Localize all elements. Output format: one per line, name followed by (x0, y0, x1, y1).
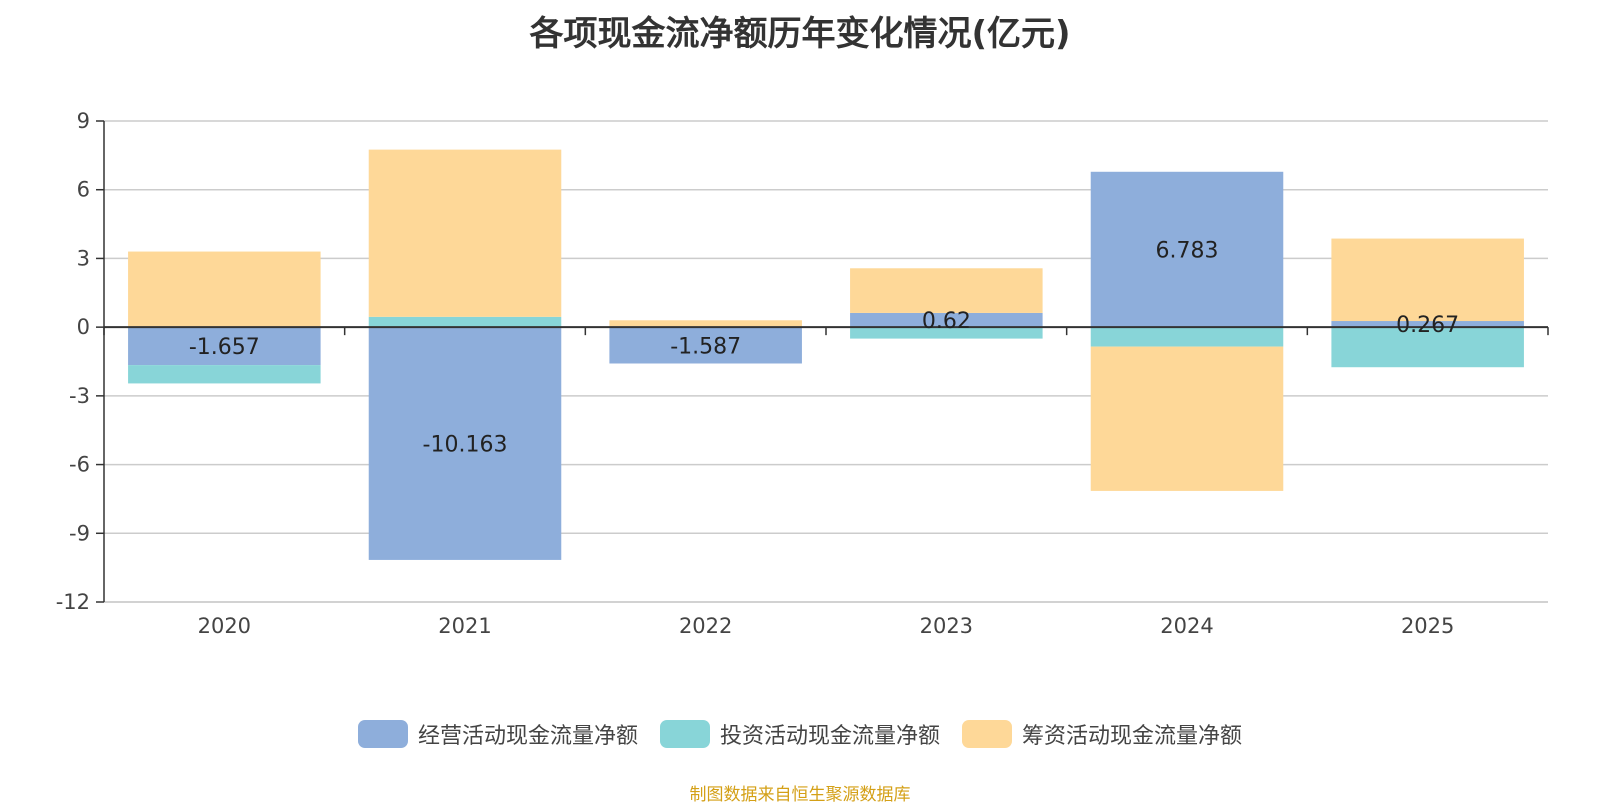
x-tick-label-2023: 2023 (920, 614, 973, 638)
bar-1-2020 (128, 365, 321, 384)
bar-2-2023 (850, 268, 1043, 313)
data-label-2020: -1.657 (189, 335, 260, 360)
y-tick-label-1: 6 (77, 178, 90, 202)
y-tick-label-0: 9 (77, 109, 90, 133)
bar-0-2025 (1331, 321, 1524, 328)
x-tick-label-2021: 2021 (438, 614, 491, 638)
y-tick-label-6: -9 (69, 521, 90, 545)
legend-swatch-operating (357, 720, 408, 748)
y-tick-label-2: 3 (77, 246, 90, 270)
bar-0-2021 (368, 327, 562, 560)
bar-2-2021 (368, 149, 562, 317)
bar-0-2020 (128, 327, 321, 366)
bar-0-2024 (1090, 171, 1284, 328)
bar-1-2025 (1331, 327, 1524, 368)
data-label-2022: -1.587 (670, 334, 741, 359)
legend: 经营活动现金流量净额 投资活动现金流量净额 筹资活动现金流量净额 (0, 718, 1600, 750)
bar-1-2024 (1090, 327, 1284, 347)
data-label-2025: 0.267 (1396, 313, 1459, 338)
y-tick-label-7: -12 (56, 590, 90, 614)
legend-item-operating[interactable]: 经营活动现金流量净额 (357, 718, 638, 750)
legend-label-operating: 经营活动现金流量净额 (417, 724, 638, 749)
legend-label-financing: 筹资活动现金流量净额 (1022, 724, 1243, 749)
x-tick-label-2025: 2025 (1401, 614, 1454, 638)
legend-swatch-financing (962, 720, 1012, 748)
legend-item-investing[interactable]: 投资活动现金流量净额 (659, 718, 940, 750)
y-tick-label-5: -6 (69, 453, 90, 477)
legend-item-financing[interactable]: 筹资活动现金流量净额 (962, 718, 1242, 750)
x-tick-label-2024: 2024 (1160, 614, 1213, 638)
bar-0-2022 (609, 327, 802, 364)
bar-1-2021 (368, 316, 562, 328)
x-tick-label-2022: 2022 (679, 614, 732, 638)
bar-2-2020 (128, 251, 321, 328)
bar-1-2023 (850, 327, 1043, 339)
data-label-2023: 0.62 (922, 309, 971, 334)
x-tick-label-2020: 2020 (198, 614, 251, 638)
legend-swatch-investing (659, 720, 710, 748)
y-tick-label-4: -3 (69, 384, 90, 408)
y-tick-label-3: 0 (77, 315, 90, 339)
data-label-2021: -10.163 (423, 433, 508, 458)
chart-title: 各项现金流净额历年变化情况(亿元) (529, 14, 1071, 54)
data-label-2024: 6.783 (1156, 238, 1219, 263)
bar-0-2023 (850, 312, 1043, 328)
source-note: 制图数据来自恒生聚源数据库 (689, 785, 911, 805)
legend-label-investing: 投资活动现金流量净额 (719, 724, 940, 749)
bar-2-2022 (609, 320, 802, 328)
bar-2-2024 (1090, 346, 1284, 491)
bar-2-2025 (1331, 238, 1524, 322)
